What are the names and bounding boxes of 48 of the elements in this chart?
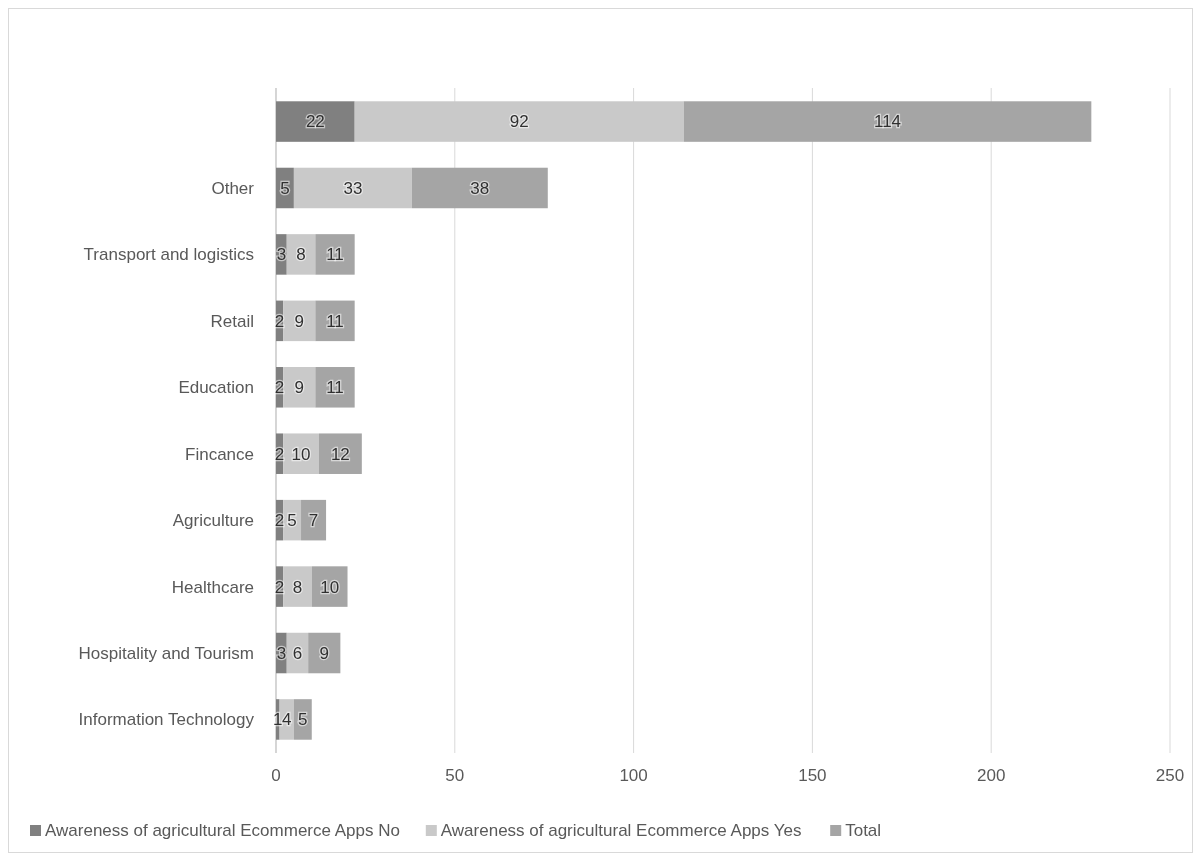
data-label: 4 [281, 710, 292, 730]
data-label: 92 [509, 112, 529, 132]
x-tick-label: 200 [977, 766, 1006, 785]
y-tick-label: Healthcare [171, 577, 254, 597]
data-label: 3 [276, 643, 287, 663]
x-tick-label: 50 [445, 766, 465, 785]
bar [354, 101, 684, 142]
bar [683, 101, 1092, 142]
y-tick-label: Education [178, 378, 254, 398]
data-label: 12 [330, 444, 350, 464]
x-tick-label: 100 [619, 766, 648, 785]
y-tick-label: Information Technology [78, 710, 255, 730]
bar [276, 101, 355, 142]
data-label: 38 [470, 178, 490, 198]
data-label: 114 [873, 112, 902, 132]
data-label: 6 [292, 643, 303, 663]
bar [293, 167, 412, 209]
legend-label: Total [845, 821, 882, 840]
data-label: 5 [280, 178, 290, 198]
data-label: 1 [273, 710, 283, 730]
x-tick-label: 150 [798, 766, 827, 785]
x-tick-label: 250 [1155, 766, 1185, 785]
y-tick-label: Transport and logistics [83, 245, 254, 265]
data-label: 9 [294, 378, 304, 398]
data-label: 5 [287, 511, 297, 531]
data-label: 8 [296, 245, 306, 265]
y-tick-label: Hospitality and Tourism [78, 643, 254, 663]
data-label: 5 [298, 710, 308, 730]
data-label: 10 [291, 444, 311, 464]
data-label: 10 [320, 577, 340, 597]
data-label: 11 [326, 245, 344, 265]
y-tick-label: Fincance [185, 444, 254, 464]
data-label: 7 [308, 511, 319, 531]
legend-label: Awareness of agricultural Ecommerce Apps No [45, 821, 400, 840]
y-tick-label: Retail [210, 311, 254, 331]
legend-label: Awareness of agricultural Ecommerce Apps Yes [440, 821, 802, 840]
y-tick-label: Other [211, 178, 255, 198]
x-tick-label: 0 [271, 766, 281, 785]
data-label: 11 [326, 311, 344, 331]
data-label: 33 [343, 178, 363, 198]
data-label: 22 [305, 112, 325, 132]
data-label: 11 [326, 378, 344, 398]
data-label: 9 [294, 311, 304, 331]
data-label: 9 [319, 643, 330, 663]
data-label: 8 [292, 577, 303, 597]
data-label: 3 [276, 245, 287, 265]
bar [411, 167, 548, 209]
y-tick-label: Agriculture [172, 511, 254, 531]
